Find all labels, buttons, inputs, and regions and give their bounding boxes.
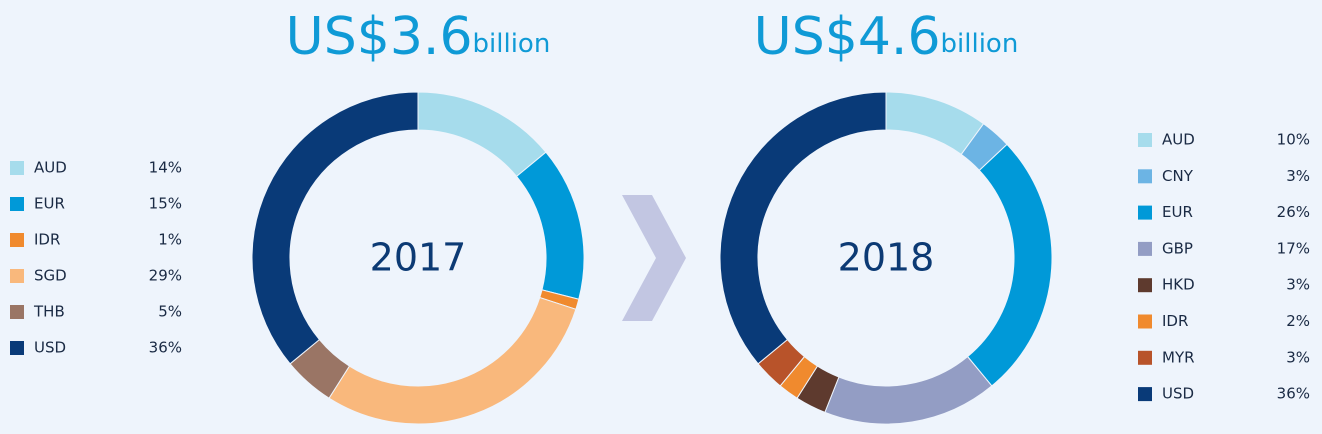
legend-label: AUD [1162,131,1195,149]
legend-value: 14% [149,159,182,177]
legend-swatch [1138,278,1152,293]
legend-label: MYR [1162,348,1195,366]
legend-label: CNY [1162,167,1194,185]
title-amount: US$4.6 [754,7,941,67]
legend-label: SGD [34,267,67,285]
legend-label: IDR [34,231,60,249]
chart-title: US$3.6billion [286,7,551,67]
title-unit: billion [941,29,1019,59]
legend-value: 3% [1286,276,1310,294]
legend-value: 10% [1277,131,1310,149]
legend-label: HKD [1162,276,1195,294]
legend-swatch [10,197,24,211]
legend-label: USD [34,339,66,357]
legend-swatch [1138,169,1152,184]
donut-slice [719,91,887,365]
legend-swatch [1138,205,1152,220]
legend-value: 17% [1277,239,1310,257]
title-amount: US$3.6 [286,7,473,67]
legend-value: 36% [149,339,182,357]
legend-swatch [10,305,24,319]
legend-value: 36% [1277,385,1310,403]
title-unit: billion [473,29,551,59]
legend-label: THB [33,303,65,321]
legend-value: 2% [1286,312,1310,330]
legend-value: 3% [1286,167,1310,185]
donut-slice [251,91,419,365]
legend-value: 29% [149,267,182,285]
legend-swatch [10,341,24,355]
legend-swatch [1138,133,1152,147]
legend-swatch [10,233,24,247]
legend-label: AUD [34,159,67,177]
legend-swatch [1138,314,1152,329]
legend-value: 3% [1286,348,1310,366]
legend-swatch [1138,350,1152,365]
legend-swatch [10,269,24,283]
center-label: 2017 [370,236,467,280]
legend-label: USD [1162,385,1194,403]
legend-value: 26% [1277,203,1310,221]
legend-swatch [1138,387,1152,402]
legend-swatch [10,161,24,175]
legend-label: EUR [1162,203,1193,221]
arrow [622,195,686,321]
legend-value: 15% [149,195,182,213]
legend-value: 1% [158,231,182,249]
legend-value: 5% [158,303,182,321]
legend-label: EUR [34,195,65,213]
legend-label: GBP [1162,239,1193,257]
chart-title: US$4.6billion [754,7,1019,67]
legend-swatch [1138,241,1152,256]
center-label: 2018 [838,236,935,280]
legend-label: IDR [1162,312,1188,330]
